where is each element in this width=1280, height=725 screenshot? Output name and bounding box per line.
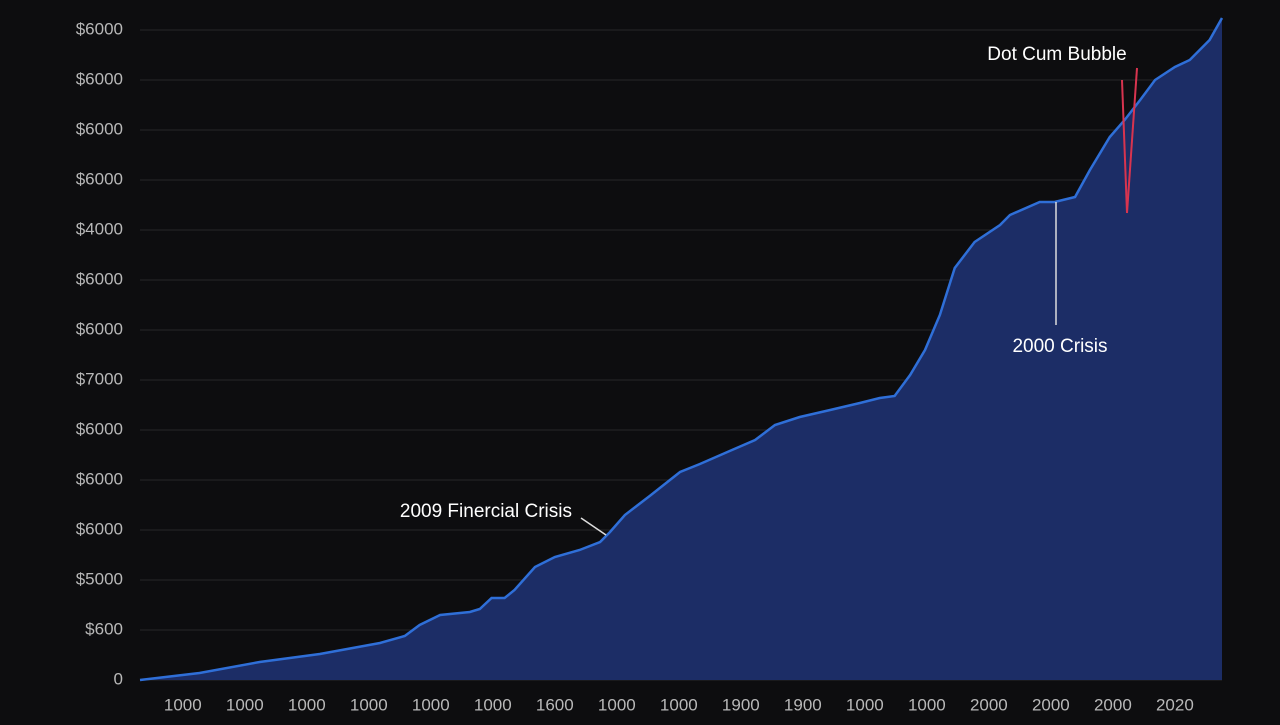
y-tick-label: $6000 [76, 119, 123, 138]
annotation-leader [1121, 79, 1128, 214]
x-tick-label: 1000 [660, 695, 698, 714]
y-tick-label: $6000 [76, 469, 123, 488]
y-tick-label: $6000 [76, 319, 123, 338]
annotation-leader [580, 517, 607, 536]
y-tick-label: $6000 [76, 169, 123, 188]
y-tick-label: 0 [114, 669, 123, 688]
x-tick-label: 1600 [536, 695, 574, 714]
x-tick-label: 1000 [474, 695, 512, 714]
x-tick-label: 1000 [598, 695, 636, 714]
x-tick-label: 1000 [412, 695, 450, 714]
x-tick-label: 1900 [722, 695, 760, 714]
y-tick-label: $6000 [76, 19, 123, 38]
annotation: 2009 Finercial Crisis [400, 501, 572, 522]
x-tick-label: 1000 [350, 695, 388, 714]
x-tick-label: 1900 [784, 695, 822, 714]
y-tick-label: $7000 [76, 369, 123, 388]
x-tick-label: 2020 [1156, 695, 1194, 714]
annotation: 2000 Crisis [1012, 336, 1107, 357]
annotation: Dot Cum Bubble [987, 44, 1126, 65]
y-tick-label: $6000 [76, 69, 123, 88]
x-tick-label: 1000 [908, 695, 946, 714]
y-tick-label: $6000 [76, 519, 123, 538]
y-tick-label: $600 [85, 619, 123, 638]
x-tick-label: 2000 [1032, 695, 1070, 714]
y-tick-label: $4000 [76, 219, 123, 238]
y-tick-label: $6000 [76, 419, 123, 438]
area-line [139, 17, 1224, 682]
y-tick-label: $5000 [76, 569, 123, 588]
x-tick-label: 1000 [226, 695, 264, 714]
x-tick-label: 1000 [288, 695, 326, 714]
x-tick-label: 2000 [970, 695, 1008, 714]
annotation-leader [1126, 67, 1138, 214]
area-fill [140, 18, 1222, 680]
y-tick-label: $6000 [76, 269, 123, 288]
x-tick-label: 1000 [164, 695, 202, 714]
x-tick-label: 2000 [1094, 695, 1132, 714]
x-tick-label: 1000 [846, 695, 884, 714]
